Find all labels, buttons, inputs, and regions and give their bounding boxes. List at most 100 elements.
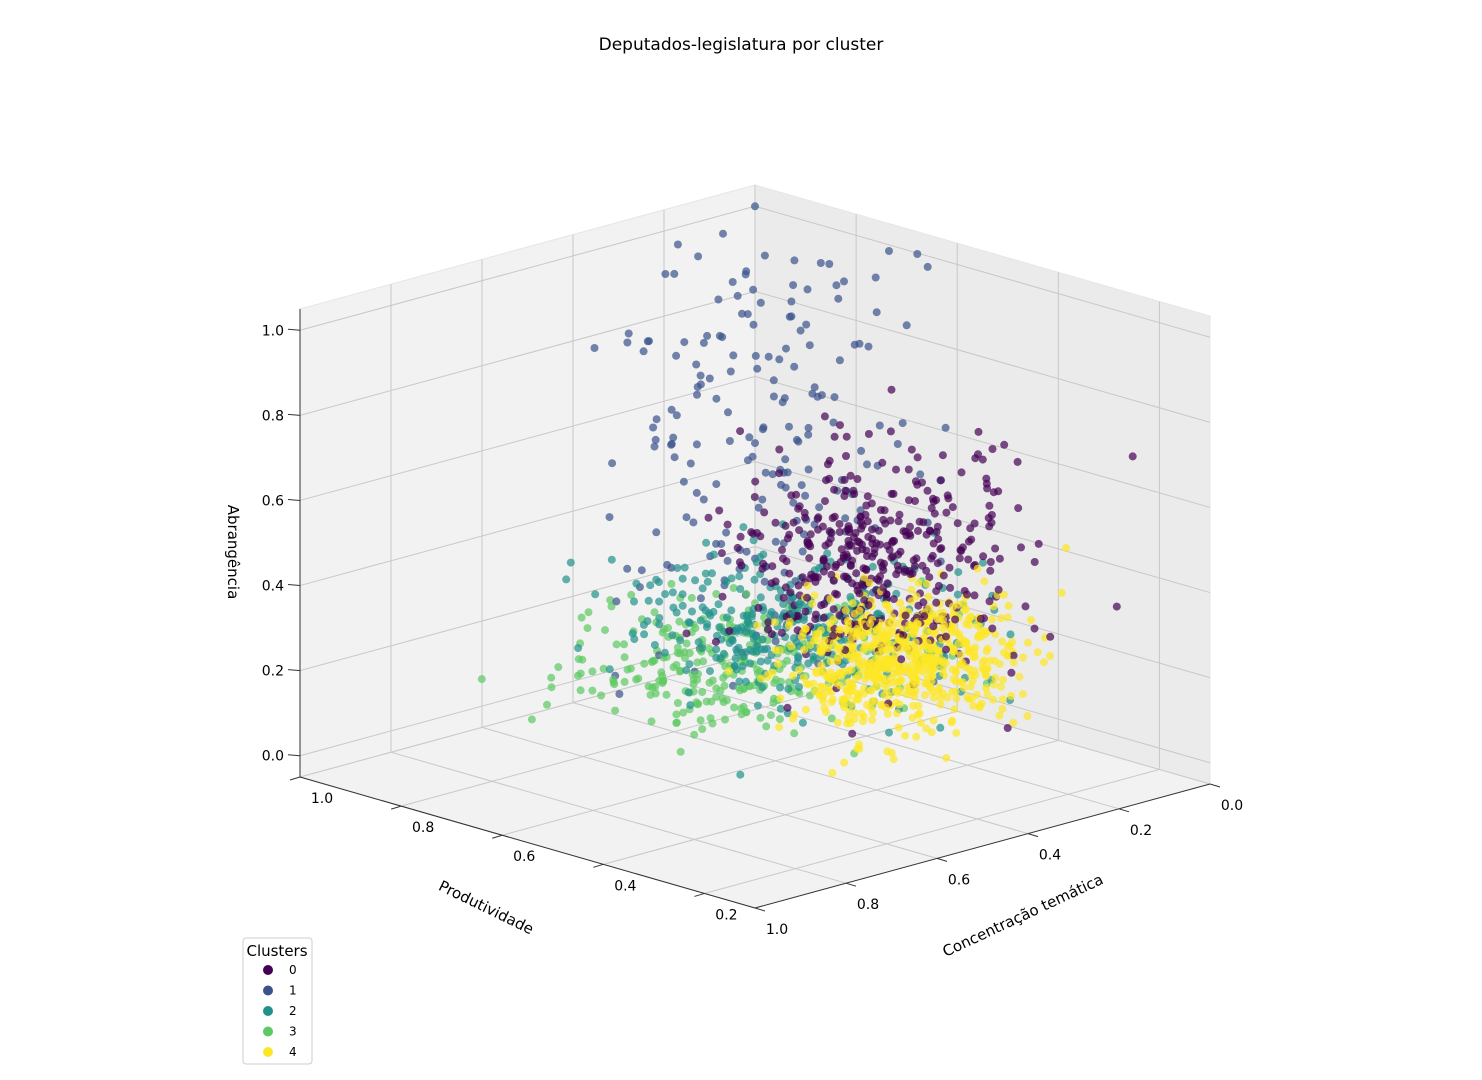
data-point-cluster-4 (925, 603, 934, 612)
data-point-cluster-1 (760, 251, 769, 260)
data-point-cluster-0 (843, 553, 852, 562)
data-point-cluster-4 (884, 631, 893, 640)
data-point-cluster-4 (817, 646, 826, 655)
data-point-cluster-0 (829, 605, 838, 614)
data-point-cluster-0 (982, 474, 991, 483)
data-point-cluster-1 (825, 260, 834, 268)
data-point-cluster-0 (867, 499, 876, 508)
data-point-cluster-2 (708, 569, 716, 578)
data-point-cluster-0 (819, 613, 828, 622)
data-point-cluster-4 (1003, 651, 1011, 660)
data-point-cluster-4 (888, 613, 897, 622)
data-point-cluster-0 (958, 543, 967, 552)
data-point-cluster-3 (609, 678, 618, 687)
data-point-cluster-0 (779, 554, 787, 563)
data-point-cluster-4 (826, 619, 835, 627)
data-point-cluster-2 (688, 607, 696, 616)
data-point-cluster-2 (784, 684, 793, 693)
data-point-cluster-0 (957, 468, 966, 477)
data-point-cluster-1 (810, 383, 819, 392)
x-axis-label: Produtividade (436, 877, 537, 939)
data-point-cluster-2 (746, 646, 755, 654)
data-point-cluster-4 (883, 709, 892, 718)
data-point-cluster-4 (910, 626, 919, 634)
data-point-cluster-1 (841, 514, 850, 523)
data-point-cluster-4 (969, 653, 978, 661)
data-point-cluster-1 (615, 690, 624, 698)
data-point-cluster-3 (681, 654, 689, 663)
data-point-cluster-4 (908, 713, 917, 722)
data-point-cluster-4 (822, 708, 830, 717)
data-point-cluster-3 (685, 649, 694, 658)
data-point-cluster-0 (711, 637, 720, 646)
data-point-cluster-4 (787, 642, 796, 651)
data-point-cluster-2 (698, 603, 707, 612)
data-point-cluster-0 (1003, 724, 1012, 732)
data-point-cluster-2 (676, 636, 685, 645)
data-point-cluster-4 (965, 695, 973, 704)
data-point-cluster-3 (574, 655, 583, 664)
data-point-cluster-4 (986, 656, 995, 665)
data-point-cluster-0 (868, 552, 877, 561)
data-point-cluster-0 (904, 465, 913, 474)
data-point-cluster-0 (864, 532, 873, 541)
data-point-cluster-4 (1039, 658, 1048, 667)
data-point-cluster-3 (611, 706, 620, 715)
data-point-cluster-4 (845, 707, 854, 716)
data-point-cluster-1 (758, 425, 767, 434)
data-point-cluster-3 (766, 711, 775, 720)
data-point-cluster-0 (805, 539, 814, 548)
data-point-cluster-0 (848, 729, 857, 738)
data-point-cluster-0 (1112, 602, 1121, 611)
data-point-cluster-2 (795, 683, 803, 691)
data-point-cluster-4 (847, 700, 856, 709)
data-point-cluster-0 (771, 518, 780, 527)
data-point-cluster-4 (989, 695, 997, 704)
data-point-cluster-1 (672, 411, 681, 420)
data-point-cluster-4 (1003, 613, 1012, 622)
legend-label-3: 3 (289, 1025, 297, 1039)
data-point-cluster-1 (863, 460, 871, 469)
data-point-cluster-3 (543, 700, 551, 709)
data-point-cluster-4 (806, 641, 815, 650)
data-point-cluster-1 (725, 437, 734, 445)
data-point-cluster-4 (922, 724, 931, 733)
data-point-cluster-2 (735, 677, 744, 686)
data-point-cluster-0 (1030, 624, 1039, 633)
data-point-cluster-2 (574, 644, 583, 653)
data-point-cluster-4 (828, 695, 837, 704)
data-point-cluster-4 (978, 664, 987, 673)
data-point-cluster-4 (880, 691, 889, 700)
data-point-cluster-1 (672, 351, 681, 360)
data-point-cluster-3 (672, 710, 681, 719)
x-tick-label: 1.0 (766, 922, 788, 938)
data-point-cluster-0 (895, 510, 904, 519)
data-point-cluster-0 (984, 514, 993, 522)
data-point-cluster-0 (806, 530, 815, 539)
data-point-cluster-2 (736, 585, 745, 593)
data-point-cluster-0 (881, 519, 890, 528)
data-point-cluster-2 (684, 618, 693, 627)
legend-marker-4 (263, 1047, 273, 1057)
data-point-cluster-4 (861, 643, 870, 652)
data-point-cluster-1 (840, 277, 848, 286)
data-point-cluster-2 (763, 656, 772, 665)
data-point-cluster-4 (948, 628, 957, 637)
data-point-cluster-4 (872, 625, 881, 634)
data-point-cluster-1 (808, 389, 817, 398)
data-point-cluster-4 (921, 627, 930, 636)
data-point-cluster-0 (994, 487, 1003, 496)
gridline-y (704, 768, 1160, 894)
data-point-cluster-3 (588, 667, 597, 676)
data-point-cluster-1 (742, 547, 751, 556)
z-tick-mark (287, 754, 301, 757)
data-point-cluster-4 (961, 605, 970, 614)
data-point-cluster-4 (805, 680, 814, 689)
data-point-cluster-3 (648, 656, 657, 665)
data-point-cluster-4 (841, 606, 850, 615)
data-point-cluster-0 (893, 561, 902, 570)
y-tick-label: 0.6 (513, 849, 535, 865)
data-point-cluster-1 (643, 337, 652, 346)
data-point-cluster-3 (599, 664, 608, 673)
